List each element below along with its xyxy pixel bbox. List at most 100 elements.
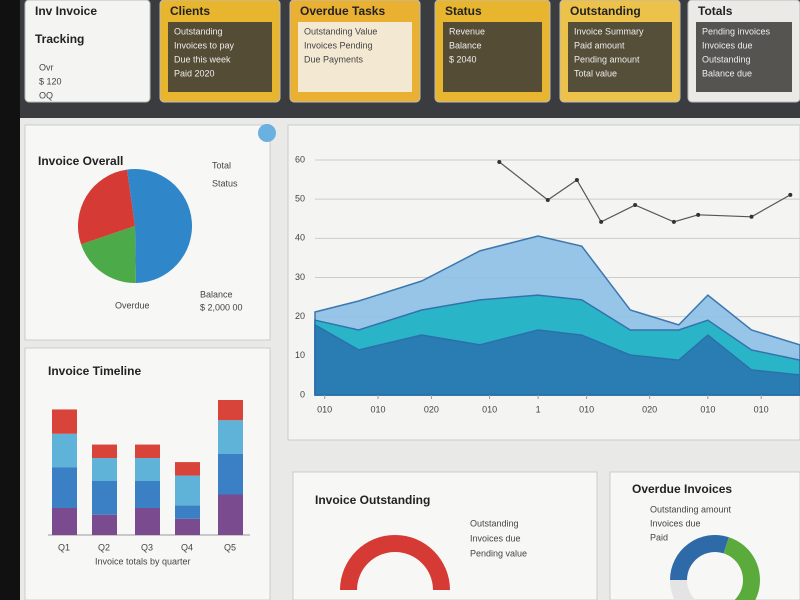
- legend: Total: [212, 160, 231, 170]
- line: Outstanding amount: [650, 504, 732, 514]
- line-point: [545, 197, 550, 202]
- card-inner: [568, 22, 672, 92]
- bar-segment: [175, 505, 200, 519]
- card-line: Outstanding Value: [304, 26, 377, 36]
- x-tick-label: 010: [754, 404, 769, 414]
- card-line: Total value: [574, 68, 617, 78]
- card-inner: [443, 22, 542, 92]
- y-tick-label: 50: [295, 194, 305, 204]
- y-tick-label: 0: [300, 389, 305, 399]
- panel-title: Overdue Invoices: [632, 482, 732, 496]
- footer: $ 2,000 00: [200, 302, 243, 312]
- card-inner: [298, 22, 412, 92]
- area: [314, 323, 800, 396]
- bar-segment: [92, 458, 117, 481]
- bar-segment: [135, 508, 160, 535]
- bar-segment: [135, 481, 160, 508]
- panel-title: Invoice Timeline: [48, 364, 141, 378]
- card-line: Outstanding: [702, 54, 751, 64]
- card-line: Due this week: [174, 54, 231, 64]
- card-line: Balance: [449, 40, 482, 50]
- x-tick-label: 010: [371, 404, 386, 414]
- slice: [723, 537, 760, 600]
- legend: Status: [212, 178, 238, 188]
- slice: [81, 226, 136, 284]
- footer: Overdue: [115, 300, 150, 310]
- x-tick-label: Q3: [141, 542, 153, 552]
- x-tick-label: 1: [536, 404, 541, 414]
- donut-panel: [609, 471, 800, 600]
- bar-segment: [175, 475, 200, 506]
- bar-segment: [218, 494, 243, 535]
- card-line: Invoices Pending: [304, 40, 373, 50]
- legend: Outstanding: [470, 518, 519, 528]
- line-point: [788, 192, 793, 197]
- card-line: Paid 2020: [174, 68, 215, 78]
- line-point: [497, 159, 502, 164]
- footer: Balance: [200, 289, 233, 299]
- bar-segment: [175, 462, 200, 476]
- card-line: Due Payments: [304, 54, 364, 64]
- x-tick-label: 010: [700, 404, 715, 414]
- legend: Pending value: [470, 548, 527, 558]
- card: [24, 0, 151, 103]
- card-line: $ 120: [39, 76, 62, 86]
- card-title: Status: [445, 4, 482, 18]
- line-point: [696, 212, 701, 217]
- card-title: Outstanding: [570, 4, 641, 18]
- bar-segment: [218, 454, 243, 495]
- bar-segment: [52, 433, 77, 468]
- badge: [258, 124, 276, 142]
- slice: [670, 535, 729, 580]
- card-line: Paid amount: [574, 40, 625, 50]
- card-title: Overdue Tasks: [300, 4, 385, 18]
- x-tick-label: Q4: [181, 542, 193, 552]
- card-title: Totals: [698, 4, 733, 18]
- bar-segment: [135, 458, 160, 481]
- card-line: Invoices due: [702, 40, 753, 50]
- bar-segment: [218, 420, 243, 454]
- card-line: OQ: [39, 90, 53, 100]
- line-point: [633, 203, 638, 208]
- x-tick-label: 020: [642, 404, 657, 414]
- sidebar: [0, 0, 20, 600]
- line-point: [749, 214, 754, 219]
- bar-segment: [175, 518, 200, 535]
- bar-segment: [92, 481, 117, 515]
- y-tick-label: 30: [295, 272, 305, 282]
- panel-title: Invoice Overall: [38, 154, 123, 168]
- slice: [78, 169, 135, 245]
- card-line: Outstanding: [174, 26, 223, 36]
- x-tick-label: Q2: [98, 542, 110, 552]
- card-line: Invoices to pay: [174, 40, 235, 50]
- x-tick-label: 010: [482, 404, 497, 414]
- bar-segment: [92, 444, 117, 459]
- bar-segment: [92, 514, 117, 535]
- bar-segment: [135, 444, 160, 459]
- card-line: Pending invoices: [702, 26, 771, 36]
- x-tick-label: 010: [317, 404, 332, 414]
- x-tick-label: Q1: [58, 542, 70, 552]
- panel-title: Invoice Outstanding: [315, 493, 430, 507]
- y-tick-label: 20: [295, 311, 305, 321]
- line-point: [574, 177, 579, 182]
- y-tick-label: 40: [295, 233, 305, 243]
- bar-segment: [218, 400, 243, 421]
- card-title: Inv Invoice: [35, 4, 97, 18]
- x-tick-label: 020: [424, 404, 439, 414]
- slice: [670, 580, 696, 600]
- legend: Invoices due: [470, 533, 521, 543]
- card-line: Ovr: [39, 62, 54, 72]
- x-tick-label: Q5: [224, 542, 236, 552]
- y-tick-label: 10: [295, 350, 305, 360]
- bar-segment: [52, 508, 77, 535]
- card-title: Clients: [170, 4, 210, 18]
- line-point: [671, 219, 676, 224]
- slice: [340, 535, 450, 590]
- card-subtitle: Tracking: [35, 32, 84, 46]
- line: Paid: [650, 532, 668, 542]
- card-inner: [696, 22, 792, 92]
- slice: [127, 169, 192, 283]
- line: Invoices due: [650, 518, 701, 528]
